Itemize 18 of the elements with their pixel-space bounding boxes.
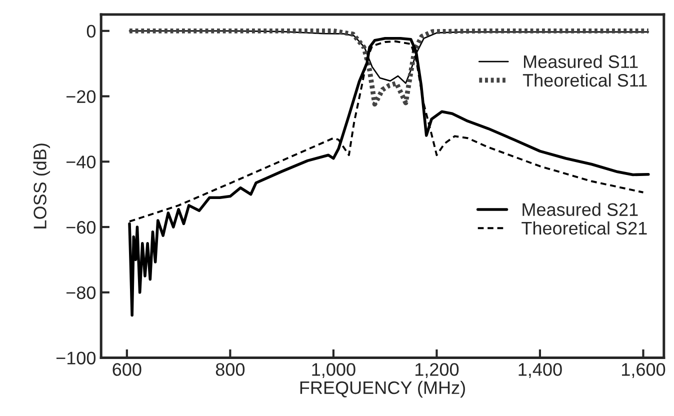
x-tick-label: 1,000 — [312, 363, 356, 378]
legend-label: Theoretical S21 — [522, 221, 647, 235]
y-tick-label: −100 — [56, 352, 96, 364]
legend-label: Measured S11 — [524, 54, 638, 68]
x-tick-label: 1,200 — [415, 363, 459, 378]
x-tick-label: 600 — [112, 363, 142, 376]
y-tick-label: −60 — [66, 220, 96, 234]
x-axis-title: FREQUENCY (MHz) — [300, 380, 465, 398]
x-tick-label: 1,600 — [622, 363, 666, 378]
y-axis-title: LOSS (dB) — [33, 144, 50, 228]
legend-label: Theoretical S11 — [522, 73, 647, 87]
y-tick-label: −80 — [66, 286, 96, 300]
x-tick-label: 1,400 — [518, 363, 562, 378]
legend-label: Measured S21 — [522, 202, 638, 216]
y-tick-label: −20 — [66, 90, 96, 103]
x-tick-label: 800 — [216, 363, 245, 376]
y-tick-label: −40 — [66, 156, 96, 168]
y-tick-label: 0 — [86, 24, 96, 38]
